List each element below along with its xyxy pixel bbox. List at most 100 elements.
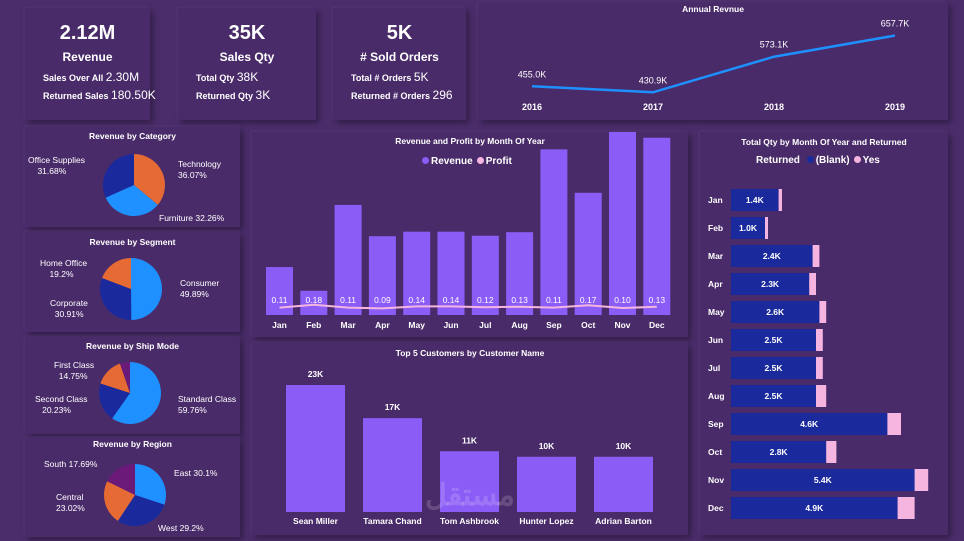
blank-bar [731, 217, 765, 239]
total-qty-chart: 1.4K Jan 1.0K Feb 2.4K Mar 2.3K Apr 2.6K May 2.5K J… [708, 189, 929, 519]
pie-label: Standard Class 59.76% [178, 394, 237, 415]
customer-bar [286, 385, 345, 512]
customer-bar [363, 418, 422, 512]
pie-chart-segment [100, 258, 163, 320]
pie-slice [99, 383, 130, 419]
pie-card-segment: Revenue by Segment Home Office 19.2% Con… [25, 232, 240, 332]
y-tick-label: Jan [708, 195, 723, 205]
pie-slice [119, 362, 130, 393]
profit-label: 0.18 [306, 295, 323, 305]
annual-revenue-chart: 455.0K 2016 430.9K 2017 573.1K 2018 657.7K 2019 [518, 19, 910, 112]
profit-label: 0.09 [374, 295, 391, 305]
data-label: 4.6K [800, 419, 819, 429]
pie-card-region: Revenue by Region South 17.69% East 30.1… [25, 437, 240, 537]
top-customers-chart: 23K Sean Miller 17K Tamara Chand 11K Tom Ashb… [286, 369, 653, 526]
chart-title: Top 5 Customers by Customer Name [395, 348, 545, 358]
blank-bar [731, 245, 813, 267]
pie-label: Consumer 49.89% [180, 278, 220, 299]
pie-label: Central 23.02% [56, 492, 85, 513]
y-tick-label: Aug [708, 391, 725, 401]
blank-bar [731, 329, 816, 351]
pie-slice [131, 258, 163, 320]
kpi-name: # Sold Orders [360, 50, 439, 64]
revenue-bar [574, 192, 602, 315]
x-tick-label: Mar [341, 320, 357, 330]
kpi-card-sold-orders: 5K # Sold Orders Total # Orders 5K Retur… [333, 8, 466, 120]
data-label: 4.9K [805, 503, 824, 513]
chart-title: Total Qty by Month Of Year and Returned [741, 137, 907, 147]
yes-bar [887, 413, 901, 435]
y-tick-label: Nov [708, 475, 724, 485]
revenue-profit-chart: 0.11 Jan 0.18 Feb 0.11 Mar 0.09 Apr 0.14 May 0.14 J… [266, 132, 671, 330]
y-tick-label: May [708, 307, 725, 317]
profit-label: 0.10 [614, 295, 631, 305]
x-tick-label: Sep [546, 320, 562, 330]
blank-bar [731, 301, 820, 323]
revenue-profit-card: Revenue and Profit by Month Of Year Reve… [252, 132, 688, 337]
x-tick-label: Tom Ashbrook [440, 516, 499, 526]
pie-slice [104, 481, 135, 521]
x-tick-label: May [408, 320, 425, 330]
chart-title: Revenue by Segment [89, 237, 176, 247]
data-label: 430.9K [639, 75, 668, 85]
y-tick-label: Oct [708, 447, 722, 457]
profit-label: 0.13 [511, 295, 528, 305]
y-tick-label: Mar [708, 251, 724, 261]
revenue-bar [437, 231, 465, 315]
data-label: 2.5K [765, 391, 784, 401]
yes-bar [826, 441, 837, 463]
x-tick-label: Jul [479, 320, 491, 330]
chart-title: Revenue by Category [89, 131, 176, 141]
profit-label: 0.14 [408, 295, 425, 305]
blank-bar [731, 497, 898, 519]
profit-label: 0.12 [477, 295, 494, 305]
revenue-bar [368, 236, 396, 315]
watermark: مستقل [425, 479, 515, 512]
yes-bar [819, 301, 827, 323]
profit-label: 0.17 [580, 295, 597, 305]
kpi-card-revenue: 2.12M Revenue Sales Over All 2.30M Retur… [25, 8, 156, 120]
total-qty-card: Total Qty by Month Of Year and Returned … [700, 132, 948, 535]
x-tick-label: Adrian Barton [595, 516, 652, 526]
pie-slice [107, 464, 135, 495]
yes-bar [897, 497, 915, 519]
top-customers-card: Top 5 Customers by Customer Name 23K Sean… [252, 343, 688, 535]
data-label: 1.4K [746, 195, 765, 205]
x-tick-label: 2017 [643, 102, 663, 112]
chart-title: Revenue by Ship Mode [85, 341, 180, 351]
data-label: 573.1K [760, 40, 789, 50]
data-label: 10K [616, 441, 632, 451]
yes-bar [816, 385, 827, 407]
yes-bar [816, 329, 823, 351]
kpi-sub-1: Total # Orders 5K [351, 70, 429, 84]
x-tick-label: 2019 [885, 102, 905, 112]
kpi-sub-1: Sales Over All 2.30M [43, 70, 140, 84]
yes-bar [914, 469, 929, 491]
kpi-value: 5K [386, 22, 413, 44]
y-tick-label: Apr [708, 279, 723, 289]
chart-title: Annual Revnue [682, 4, 744, 14]
chart-title: Revenue and Profit by Month Of Year [395, 136, 545, 146]
kpi-sub-1: Total Qty 38K [196, 70, 259, 84]
pie-chart-ship-mode [99, 362, 162, 424]
blank-bar [731, 441, 827, 463]
series-line [531, 34, 896, 94]
x-tick-label: Sean Miller [293, 516, 339, 526]
data-label: 2.3K [761, 279, 780, 289]
y-tick-label: Jul [708, 363, 720, 373]
data-label: 23K [308, 369, 324, 379]
y-tick-label: Sep [708, 419, 724, 429]
data-label: 2.4K [763, 251, 782, 261]
pie-label: Technology 36.07% [178, 159, 222, 180]
x-tick-label: Hunter Lopez [519, 516, 573, 526]
blank-bar [731, 189, 779, 211]
data-label: 10K [539, 441, 555, 451]
revenue-bar [300, 290, 328, 315]
chart-title: Revenue by Region [93, 439, 172, 449]
revenue-bar [471, 235, 499, 315]
x-tick-label: Jan [272, 320, 287, 330]
profit-label: 0.11 [272, 295, 288, 305]
yes-bar [816, 357, 823, 379]
data-label: 2.5K [765, 335, 784, 345]
kpi-sub-2: Returned Qty 3K [196, 88, 271, 102]
